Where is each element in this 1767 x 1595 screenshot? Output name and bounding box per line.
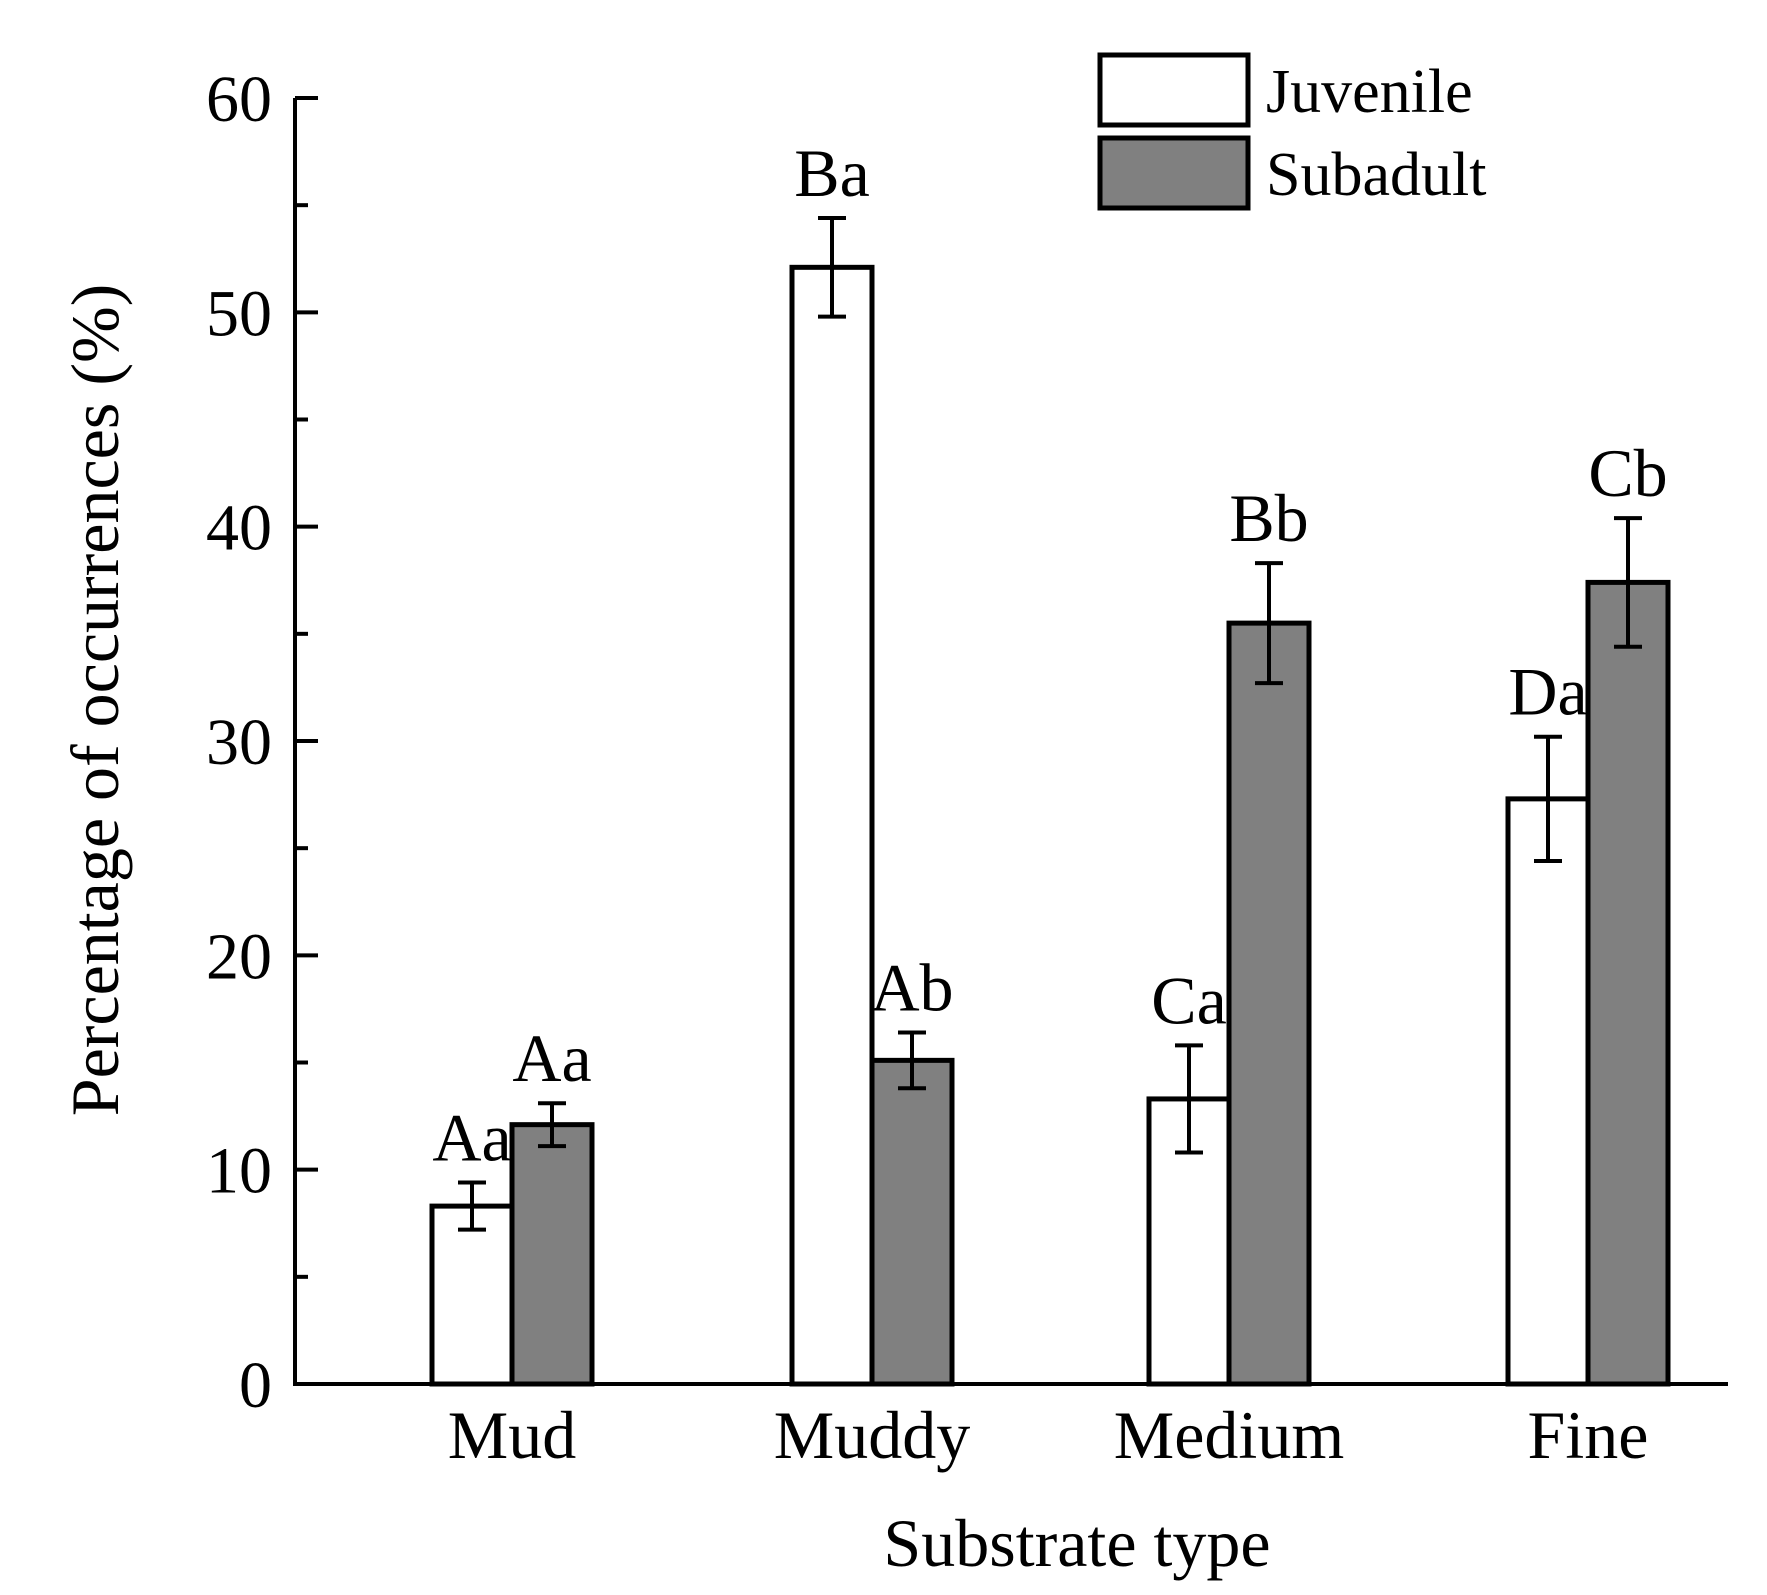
bar-subadult-medium [1226,620,1312,1387]
significance-label-subadult-muddy: Ab [870,949,953,1025]
y-tick-label-30: 30 [206,706,272,779]
x-tick-label-mud: Mud [448,1397,576,1473]
significance-label-juvenile-muddy: Ba [794,135,870,211]
bar-subadult-fine [1585,579,1671,1387]
y-tick-label-50: 50 [206,277,272,350]
y-axis-title: Percentage of occurrences (%) [57,284,133,1117]
legend-label-juvenile: Juvenile [1266,58,1473,126]
x-labels-layer: Mud Muddy Medium Fine [448,1397,1649,1473]
error-bar-subadult-fine [1614,516,1642,649]
legend-swatch-juvenile [1097,52,1251,128]
legend-label-subadult: Subadult [1266,141,1486,209]
significance-label-subadult-fine: Cb [1588,435,1667,511]
error-bar-juvenile-medium [1175,1043,1203,1155]
legend-swatch-subadult [1097,135,1251,211]
y-tick-label-60: 60 [206,63,272,136]
significance-label-juvenile-fine: Da [1508,654,1587,730]
bar-juvenile-mud [429,1203,515,1387]
y-tick-label-20: 20 [206,920,272,993]
y-tick-label-40: 40 [206,492,272,565]
significance-label-juvenile-medium: Ca [1151,962,1227,1038]
significance-label-juvenile-mud: Aa [432,1100,511,1176]
error-bar-juvenile-muddy [818,216,846,319]
x-tick-label-medium: Medium [1114,1397,1344,1473]
x-tick-label-muddy: Muddy [774,1397,970,1473]
error-bar-subadult-medium [1255,561,1283,686]
error-bar-subadult-muddy [898,1030,926,1091]
y-ticks-layer: 0 10 20 30 40 50 60 [206,63,318,1422]
x-axis-title: Substrate type [883,1505,1270,1581]
bar-juvenile-muddy [789,264,875,1387]
significance-label-subadult-medium: Bb [1229,480,1308,556]
significance-label-subadult-mud: Aa [512,1020,591,1096]
y-tick-label-10: 10 [206,1135,272,1208]
error-bars-layer [458,216,1642,1232]
bars-layer [429,264,1671,1387]
error-bar-juvenile-mud [458,1180,486,1232]
error-bar-subadult-mud [538,1101,566,1149]
error-bar-juvenile-fine [1534,734,1562,864]
bar-juvenile-fine [1505,796,1591,1387]
y-tick-label-0: 0 [239,1349,272,1422]
x-tick-label-fine: Fine [1528,1397,1649,1473]
legend: Juvenile Subadult [1097,52,1486,211]
bar-subadult-mud [509,1122,595,1387]
bar-subadult-muddy [869,1057,955,1387]
